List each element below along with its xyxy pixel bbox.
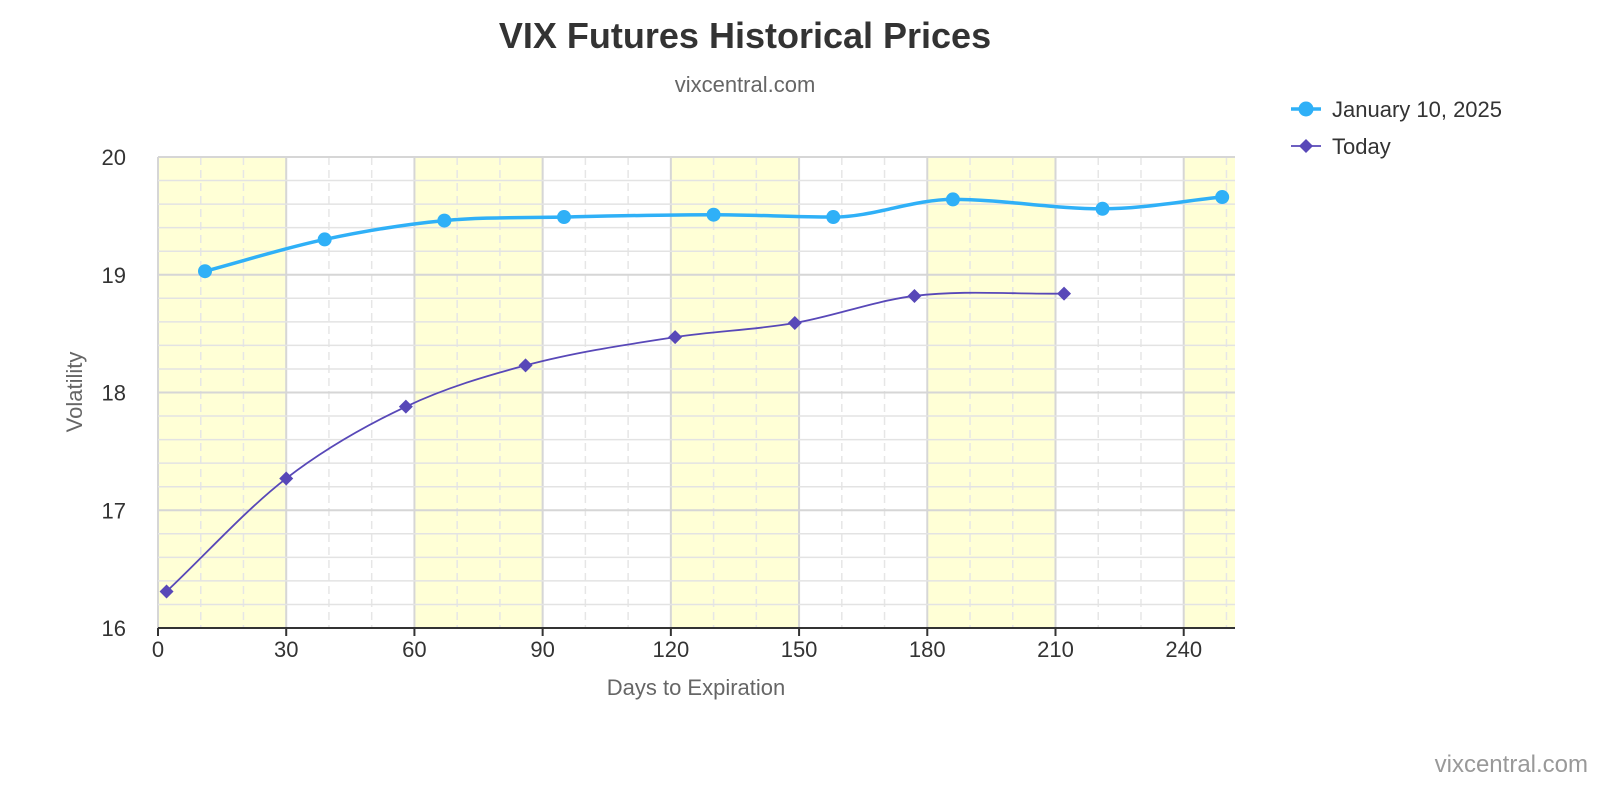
data-point	[907, 288, 922, 303]
data-point	[557, 210, 572, 225]
data-point	[1057, 286, 1072, 301]
x-tick-label: 120	[652, 637, 689, 662]
grid-lines	[157, 156, 1235, 629]
credits[interactable]: vixcentral.com	[1435, 751, 1588, 778]
data-point	[198, 264, 213, 279]
axes: 0 30 60 90 120 150 180 210 240 16 17 18 19 20	[102, 145, 1235, 662]
y-tick-label: 17	[102, 498, 126, 523]
series-line	[165, 291, 1065, 593]
x-tick-label: 30	[274, 637, 298, 662]
x-tick-label: 90	[530, 637, 554, 662]
x-tick-label: 210	[1037, 637, 1074, 662]
series-0	[198, 190, 1230, 279]
legend-item[interactable]: January 10, 2025	[1291, 97, 1502, 122]
data-point	[1095, 201, 1110, 216]
y-tick-label: 16	[102, 616, 126, 641]
data-point	[1215, 190, 1230, 205]
data-point	[518, 358, 533, 373]
data-point	[279, 471, 294, 486]
data-point	[826, 210, 841, 225]
legend: January 10, 2025 Today	[1291, 97, 1502, 159]
chart-subtitle: vixcentral.com	[675, 72, 816, 97]
data-point	[706, 207, 721, 222]
data-point	[787, 316, 802, 331]
legend-marker	[1298, 101, 1314, 117]
y-tick-label: 20	[102, 145, 126, 170]
data-point	[398, 399, 413, 414]
x-tick-label: 150	[781, 637, 818, 662]
x-axis-title: Days to Expiration	[607, 675, 786, 700]
legend-item[interactable]: Today	[1291, 134, 1391, 159]
y-tick-label: 19	[102, 263, 126, 288]
data-point	[159, 584, 174, 599]
y-tick-label: 18	[102, 381, 126, 406]
data-point	[668, 330, 683, 345]
series-layer	[159, 190, 1230, 599]
y-axis-title: Volatility	[62, 352, 87, 433]
x-tick-label: 60	[402, 637, 426, 662]
legend-marker	[1299, 139, 1313, 153]
data-point	[437, 213, 452, 228]
legend-label: Today	[1332, 134, 1391, 159]
x-tick-label: 180	[909, 637, 946, 662]
chart-title: VIX Futures Historical Prices	[499, 15, 991, 56]
data-point	[317, 232, 332, 247]
x-tick-label: 0	[152, 637, 164, 662]
legend-label: January 10, 2025	[1332, 97, 1502, 122]
x-tick-label: 240	[1165, 637, 1202, 662]
data-point	[945, 192, 960, 207]
series-1	[159, 286, 1072, 599]
